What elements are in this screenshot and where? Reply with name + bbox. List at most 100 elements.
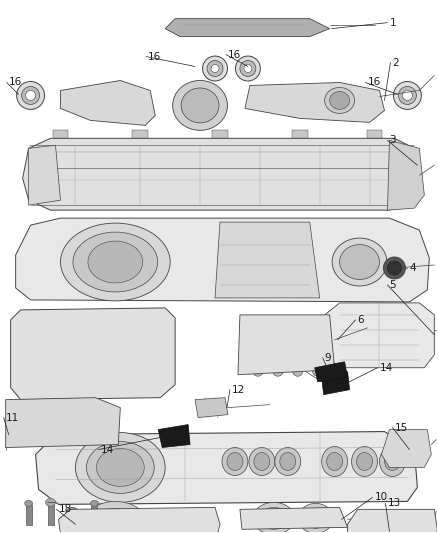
Ellipse shape [249,448,275,475]
Text: 16: 16 [148,52,162,61]
Ellipse shape [202,56,227,81]
Ellipse shape [60,223,170,301]
Ellipse shape [352,447,378,477]
Ellipse shape [280,453,296,471]
Polygon shape [11,308,175,400]
Ellipse shape [28,322,117,394]
Ellipse shape [385,453,400,471]
Ellipse shape [271,352,285,364]
Ellipse shape [17,82,45,109]
Text: 11: 11 [6,413,19,423]
Ellipse shape [253,367,263,376]
Text: 3: 3 [389,135,396,146]
Ellipse shape [251,352,265,364]
Ellipse shape [339,245,379,279]
Ellipse shape [305,508,327,528]
Text: 12: 12 [232,385,245,394]
Ellipse shape [357,453,372,471]
Ellipse shape [66,507,79,521]
Ellipse shape [240,61,256,77]
Ellipse shape [211,64,219,72]
Polygon shape [165,19,330,37]
Ellipse shape [254,453,270,471]
Ellipse shape [325,87,355,114]
Text: 15: 15 [395,423,408,433]
Ellipse shape [291,352,305,364]
Ellipse shape [403,91,413,100]
Polygon shape [215,222,320,298]
Polygon shape [367,131,382,139]
Polygon shape [132,131,148,139]
Polygon shape [238,315,335,375]
Ellipse shape [222,448,248,475]
Bar [48,505,53,526]
Ellipse shape [96,449,144,487]
Ellipse shape [384,257,406,279]
Ellipse shape [275,448,301,475]
Ellipse shape [253,503,295,533]
Text: 14: 14 [379,363,393,373]
Ellipse shape [181,88,219,123]
Text: 5: 5 [389,280,396,290]
Ellipse shape [399,86,417,104]
Polygon shape [314,362,348,382]
Text: 16: 16 [228,50,241,60]
Ellipse shape [88,241,143,283]
Text: 4: 4 [410,263,416,273]
Ellipse shape [260,507,288,529]
Text: 16: 16 [9,77,22,87]
Ellipse shape [227,453,243,471]
Ellipse shape [244,64,252,72]
Polygon shape [325,303,434,368]
Ellipse shape [388,261,401,275]
Ellipse shape [163,518,187,533]
Ellipse shape [90,500,99,506]
Polygon shape [6,398,120,448]
Polygon shape [245,83,385,123]
Ellipse shape [379,447,406,477]
Ellipse shape [321,447,348,477]
Ellipse shape [158,512,193,533]
Ellipse shape [293,367,303,376]
Ellipse shape [86,441,154,494]
Polygon shape [59,507,220,533]
Text: 2: 2 [392,58,399,68]
Ellipse shape [40,330,105,385]
Polygon shape [195,398,228,417]
Ellipse shape [25,91,35,100]
Ellipse shape [135,337,165,367]
Polygon shape [240,507,348,529]
Ellipse shape [21,86,39,104]
Polygon shape [292,131,308,139]
Polygon shape [23,139,419,210]
Ellipse shape [236,56,260,81]
Text: 6: 6 [357,315,364,325]
Ellipse shape [173,80,227,131]
Ellipse shape [90,508,140,533]
Polygon shape [348,510,437,533]
Text: 18: 18 [59,504,72,514]
Polygon shape [60,80,155,125]
Ellipse shape [207,61,223,77]
Ellipse shape [253,317,283,343]
Ellipse shape [68,511,77,518]
Text: 13: 13 [388,498,401,508]
Ellipse shape [273,367,283,376]
Text: 9: 9 [325,353,331,363]
Text: 16: 16 [367,77,381,87]
Polygon shape [53,131,68,139]
Ellipse shape [73,232,158,292]
Ellipse shape [311,352,325,364]
Polygon shape [28,146,60,205]
Polygon shape [16,218,429,302]
Polygon shape [212,131,228,139]
Ellipse shape [129,332,171,372]
Ellipse shape [25,500,32,506]
Ellipse shape [327,453,343,471]
Polygon shape [381,430,431,467]
Ellipse shape [332,238,387,286]
Ellipse shape [46,498,56,506]
Ellipse shape [393,82,421,109]
Text: 10: 10 [374,492,388,503]
Ellipse shape [313,367,323,376]
